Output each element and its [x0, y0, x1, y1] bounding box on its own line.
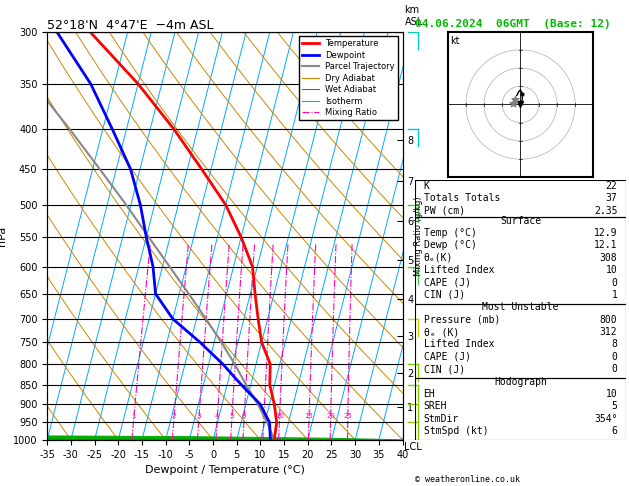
Text: LCL: LCL [404, 442, 422, 452]
Text: 354°: 354° [594, 414, 618, 424]
Text: Surface: Surface [500, 216, 541, 226]
Text: Most Unstable: Most Unstable [482, 302, 559, 312]
Text: Temp (°C): Temp (°C) [423, 228, 476, 238]
Text: 8: 8 [611, 340, 618, 349]
Text: PW (cm): PW (cm) [423, 206, 465, 216]
Text: CAPE (J): CAPE (J) [423, 278, 470, 288]
Text: 1: 1 [131, 413, 136, 419]
X-axis label: Dewpoint / Temperature (°C): Dewpoint / Temperature (°C) [145, 465, 305, 475]
Text: 6: 6 [611, 426, 618, 436]
Text: 5: 5 [230, 413, 234, 419]
Text: 04.06.2024  06GMT  (Base: 12): 04.06.2024 06GMT (Base: 12) [415, 19, 611, 29]
Text: 22: 22 [606, 181, 618, 191]
Text: 4: 4 [215, 413, 220, 419]
Y-axis label: hPa: hPa [0, 226, 8, 246]
Text: 6: 6 [242, 413, 247, 419]
Text: Dewp (°C): Dewp (°C) [423, 241, 476, 250]
Text: 1: 1 [611, 290, 618, 300]
Text: kt: kt [450, 36, 460, 46]
Text: 10: 10 [606, 389, 618, 399]
Text: 308: 308 [600, 253, 618, 263]
Text: 12.1: 12.1 [594, 241, 618, 250]
Text: © weatheronline.co.uk: © weatheronline.co.uk [415, 474, 520, 484]
Text: 15: 15 [304, 413, 313, 419]
Text: Lifted Index: Lifted Index [423, 265, 494, 275]
Text: 52°18'N  4°47'E  −4m ASL: 52°18'N 4°47'E −4m ASL [47, 18, 214, 32]
Text: 8: 8 [262, 413, 266, 419]
Text: Hodograph: Hodograph [494, 377, 547, 387]
Text: 10: 10 [606, 265, 618, 275]
Text: StmDir: StmDir [423, 414, 459, 424]
Text: 3: 3 [197, 413, 201, 419]
Text: Lifted Index: Lifted Index [423, 340, 494, 349]
Text: 2: 2 [172, 413, 176, 419]
Text: 0: 0 [611, 278, 618, 288]
Text: Totals Totals: Totals Totals [423, 193, 500, 204]
Text: km
ASL: km ASL [404, 5, 423, 27]
Text: K: K [423, 181, 430, 191]
Text: 0: 0 [611, 364, 618, 374]
Text: CIN (J): CIN (J) [423, 364, 465, 374]
Text: 2.35: 2.35 [594, 206, 618, 216]
Text: 0: 0 [611, 352, 618, 362]
Text: StmSpd (kt): StmSpd (kt) [423, 426, 488, 436]
Text: Pressure (mb): Pressure (mb) [423, 315, 500, 325]
Legend: Temperature, Dewpoint, Parcel Trajectory, Dry Adiabat, Wet Adiabat, Isotherm, Mi: Temperature, Dewpoint, Parcel Trajectory… [299, 36, 398, 121]
Text: 12.9: 12.9 [594, 228, 618, 238]
Text: 5: 5 [611, 401, 618, 412]
Text: EH: EH [423, 389, 435, 399]
Text: Mixing Ratio (g/kg): Mixing Ratio (g/kg) [414, 196, 423, 276]
Text: 10: 10 [275, 413, 284, 419]
Text: 312: 312 [600, 327, 618, 337]
Text: 20: 20 [326, 413, 335, 419]
Text: θₑ (K): θₑ (K) [423, 327, 459, 337]
Text: 800: 800 [600, 315, 618, 325]
Text: CIN (J): CIN (J) [423, 290, 465, 300]
Text: 25: 25 [343, 413, 352, 419]
Text: SREH: SREH [423, 401, 447, 412]
Text: CAPE (J): CAPE (J) [423, 352, 470, 362]
Text: θₑ(K): θₑ(K) [423, 253, 453, 263]
Text: 37: 37 [606, 193, 618, 204]
